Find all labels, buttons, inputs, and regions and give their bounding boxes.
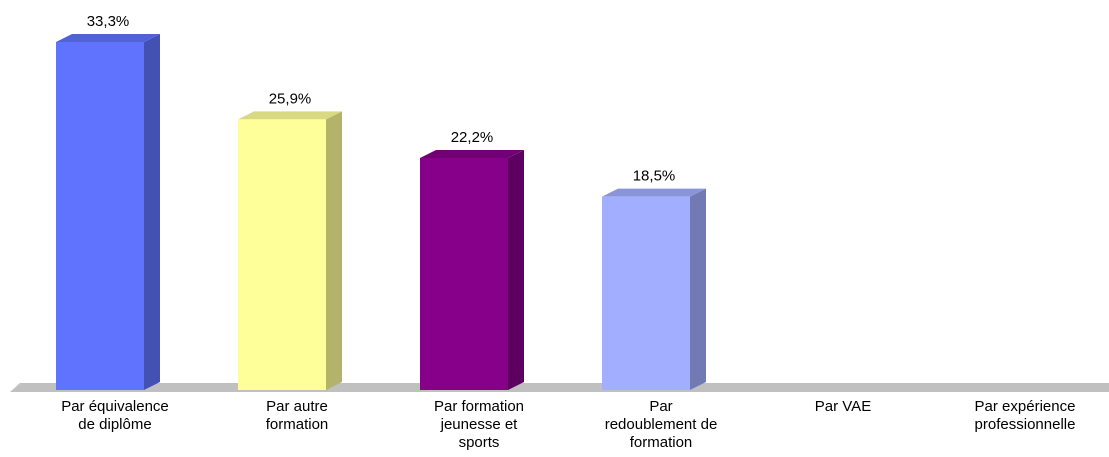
data-label: 18,5% [633,168,676,185]
x-tick-label: Par équivalence de diplôme [61,398,169,433]
bar [56,42,144,390]
bar [602,196,690,390]
bar-side [326,111,342,390]
bar-top [420,150,524,158]
x-tick-label: Par redoublement de formation [604,398,718,451]
data-label: 22,2% [451,129,494,146]
bar-top [238,111,342,120]
bar-top [602,188,706,197]
x-tick-label: Par autre formation [265,398,329,433]
bar-side [144,34,160,390]
bar [238,119,326,390]
floor [10,383,1109,392]
data-label: 33,3% [87,13,130,30]
x-tick-label: Par formation jeunesse et sports [433,398,525,451]
x-tick-label: Par expérience professionnelle [974,398,1076,433]
bar-side [508,150,524,390]
bar [420,158,508,390]
x-tick-label: Par VAE [814,398,872,415]
bar-top [56,34,160,42]
data-label: 25,9% [269,90,312,107]
bar-side [690,188,706,390]
